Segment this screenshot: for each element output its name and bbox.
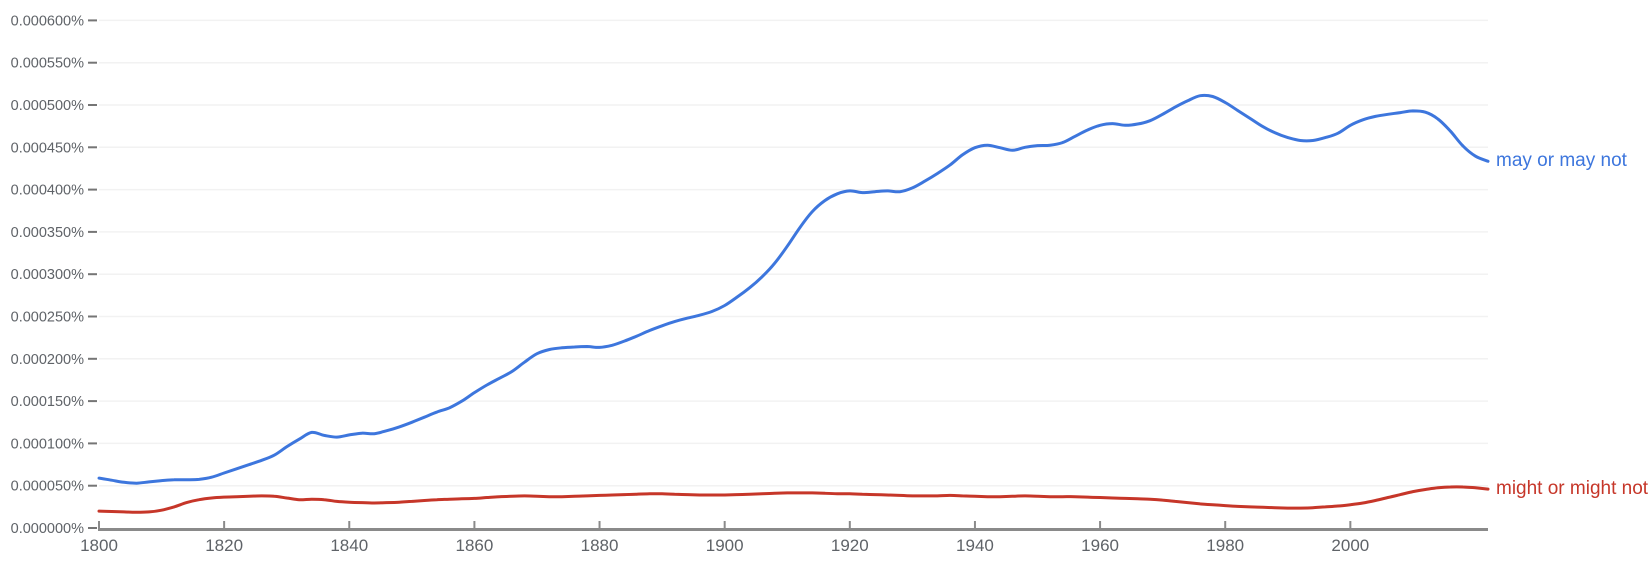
series-line-may-or-may-not[interactable] bbox=[97, 93, 1490, 485]
x-tick-label: 1800 bbox=[80, 536, 118, 555]
x-tick-label: 1940 bbox=[956, 536, 994, 555]
series-line-might-or-might-not[interactable] bbox=[97, 485, 1490, 514]
y-tick-label: 0.000350% bbox=[11, 225, 84, 241]
x-tick-label: 1920 bbox=[831, 536, 869, 555]
series-label-may-or-may-not[interactable]: may or may not bbox=[1496, 150, 1627, 172]
series-label-might-or-might-not[interactable]: might or might not bbox=[1496, 478, 1649, 500]
x-tick-label: 1960 bbox=[1081, 536, 1119, 555]
y-tick-label: 0.000150% bbox=[11, 394, 84, 410]
y-tick-label: 0.000200% bbox=[11, 352, 84, 368]
y-tick-label: 0.000500% bbox=[11, 98, 84, 114]
y-tick-label: 0.000000% bbox=[11, 521, 84, 537]
y-tick-label: 0.000100% bbox=[11, 436, 84, 452]
y-tick-label: 0.000250% bbox=[11, 310, 84, 326]
x-tick-label: 2000 bbox=[1331, 536, 1369, 555]
x-tick-label: 1820 bbox=[205, 536, 243, 555]
y-tick-label: 0.000550% bbox=[11, 56, 84, 72]
x-tick-label: 1880 bbox=[581, 536, 619, 555]
y-tick-label: 0.000450% bbox=[11, 140, 84, 156]
x-tick-label: 1840 bbox=[330, 536, 368, 555]
x-tick-label: 1980 bbox=[1206, 536, 1244, 555]
x-tick-label: 1860 bbox=[455, 536, 493, 555]
y-tick-label: 0.000050% bbox=[11, 479, 84, 495]
x-tick-label: 1900 bbox=[706, 536, 744, 555]
y-tick-label: 0.000600% bbox=[11, 13, 84, 29]
y-tick-label: 0.000300% bbox=[11, 267, 84, 283]
y-tick-label: 0.000400% bbox=[11, 183, 84, 199]
